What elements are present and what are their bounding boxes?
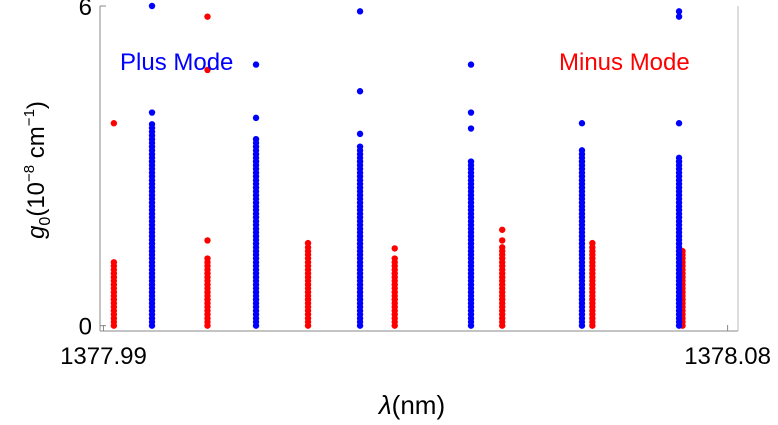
data-point — [356, 88, 364, 95]
data-point — [204, 66, 211, 74]
data-point — [499, 237, 506, 244]
data-point — [356, 8, 364, 15]
point-column — [204, 13, 211, 329]
data-point — [467, 61, 475, 68]
point-column — [675, 8, 683, 329]
point-column — [110, 120, 118, 329]
x-tick-label: 1378.08 — [684, 343, 771, 370]
x-tick-label: 1377.99 — [60, 343, 147, 370]
x-axis-label: λ(nm) — [377, 390, 445, 420]
data-point — [499, 244, 506, 251]
data-point — [304, 239, 312, 247]
data-point — [391, 245, 398, 252]
data-point — [110, 120, 118, 127]
point-column — [499, 226, 506, 329]
y-tick-label: 0 — [79, 314, 92, 341]
data-point — [499, 226, 506, 233]
annotation-minus-mode: Minus Mode — [559, 49, 690, 76]
data-point — [391, 255, 398, 262]
annotation-plus-mode: Plus Mode — [120, 49, 233, 76]
data-point — [110, 259, 118, 266]
point-column — [252, 61, 260, 329]
y-axis-label: g0(10−8 cm−1) — [21, 101, 54, 239]
data-point — [204, 13, 211, 20]
data-point — [204, 237, 211, 244]
point-column — [467, 61, 475, 329]
y-tick-label: 6 — [79, 0, 92, 21]
data-point — [589, 239, 596, 247]
point-column — [589, 239, 596, 329]
data-point — [356, 130, 364, 138]
data-point — [675, 154, 683, 162]
data-point — [467, 158, 475, 165]
data-point — [467, 109, 475, 116]
data-point — [578, 147, 586, 154]
point-column — [356, 8, 364, 329]
data-point — [148, 121, 156, 128]
point-column — [578, 120, 586, 329]
data-point — [204, 255, 211, 262]
data-point — [148, 109, 156, 116]
point-column — [304, 239, 312, 329]
data-point — [252, 61, 260, 68]
data-point — [356, 143, 364, 150]
point-column — [391, 245, 398, 329]
data-point — [675, 13, 683, 20]
point-column — [148, 2, 156, 329]
data-point — [467, 125, 475, 132]
data-point — [252, 135, 260, 143]
data-point — [578, 120, 586, 127]
data-point — [675, 8, 683, 15]
data-point — [675, 120, 683, 127]
data-point — [148, 2, 156, 10]
data-point — [252, 114, 260, 122]
